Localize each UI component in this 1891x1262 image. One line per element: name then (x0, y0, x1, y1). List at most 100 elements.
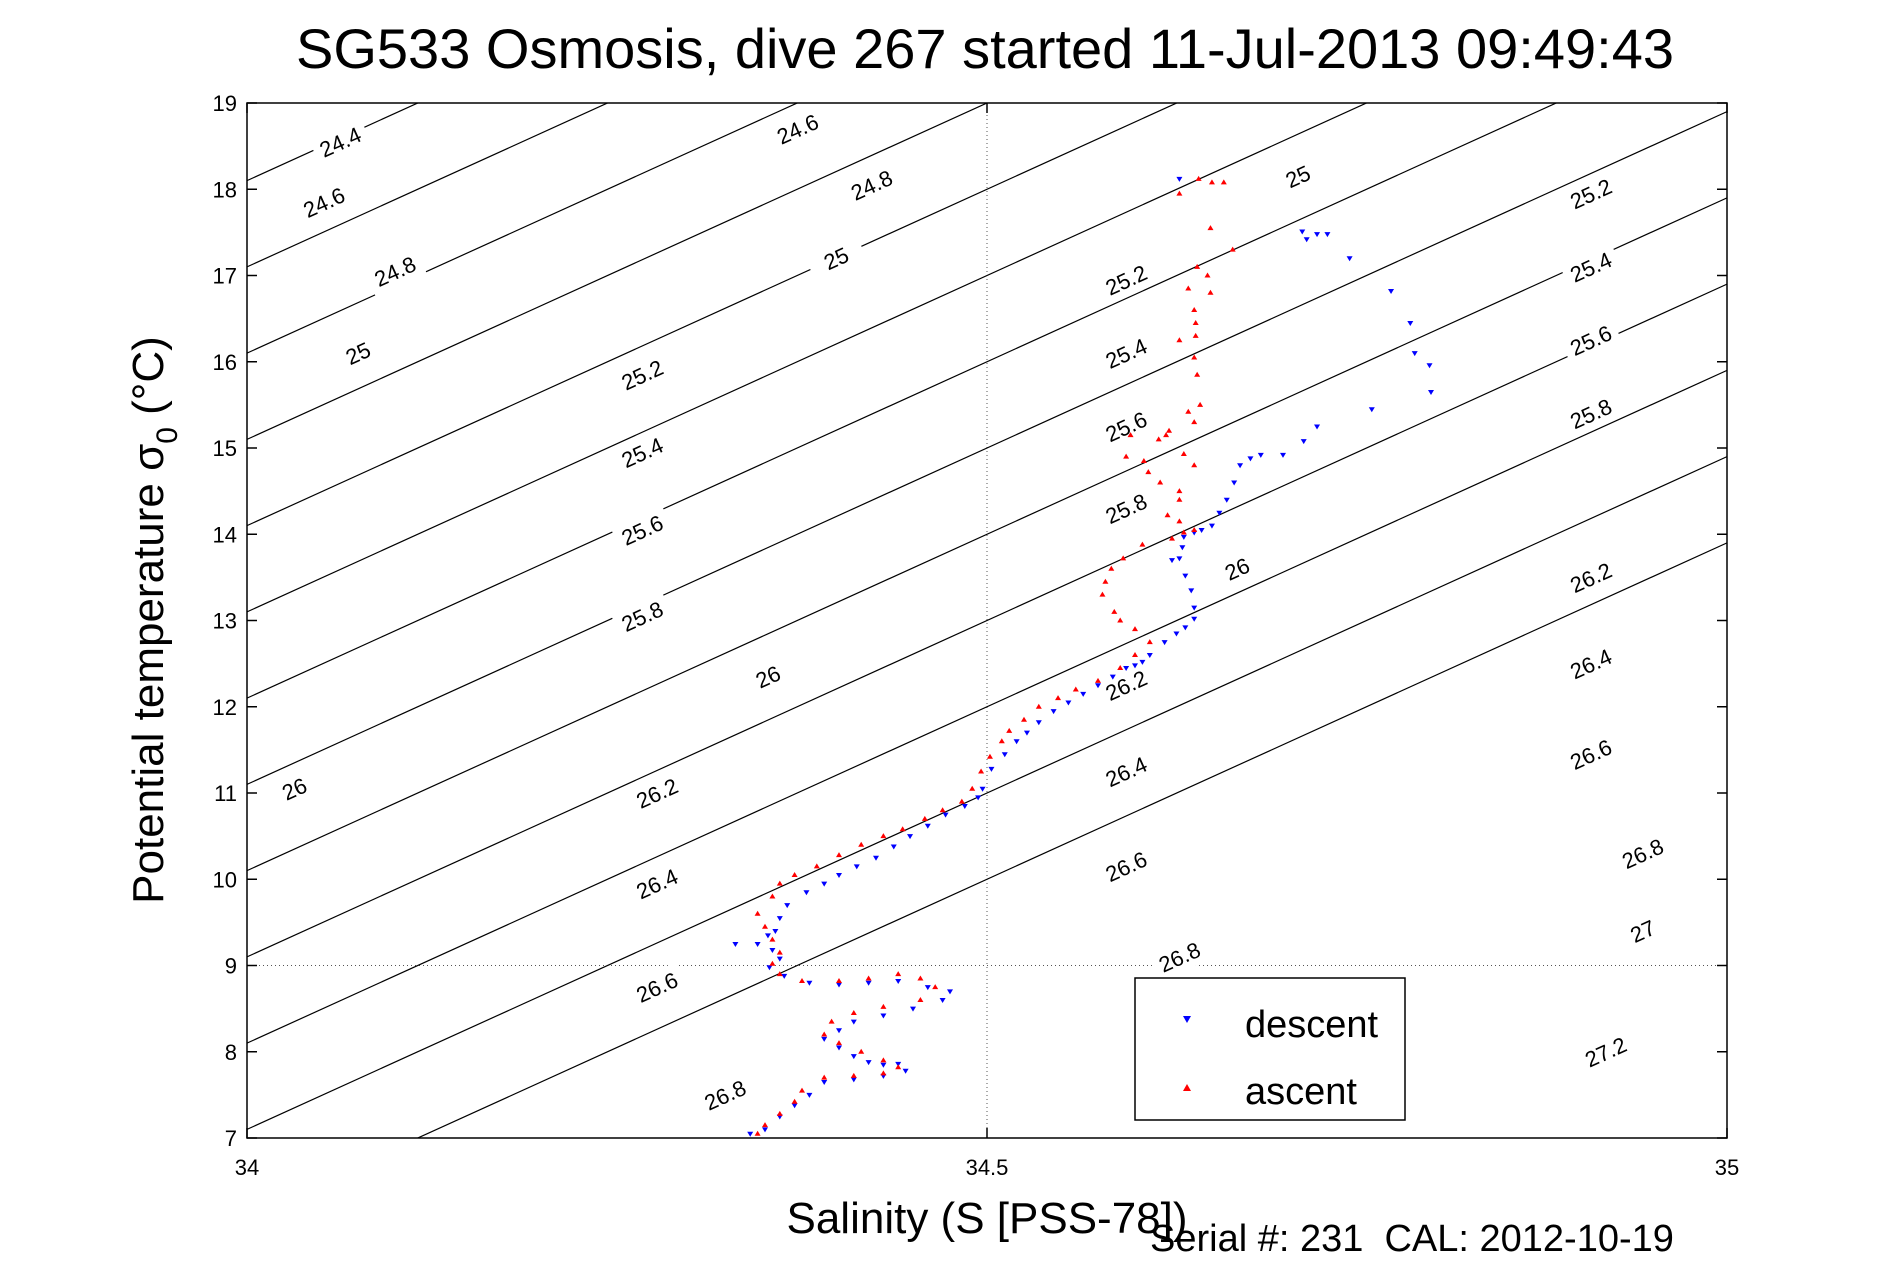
legend-ascent-label: ascent (1245, 1071, 1357, 1113)
ascent-point (1169, 535, 1175, 541)
y-tick-label: 11 (214, 781, 237, 806)
ascent-point (754, 910, 761, 916)
descent-point (1013, 739, 1020, 745)
ascent-point (986, 753, 993, 759)
descent-point (1426, 363, 1433, 369)
ascent-point (1176, 190, 1183, 196)
y-tick-label: 9 (225, 954, 237, 979)
descent-point (1146, 653, 1153, 658)
contour-label-backing (1559, 241, 1623, 293)
descent-point (784, 903, 791, 909)
contour-label-backing (1094, 483, 1158, 534)
contour-label-backing (1094, 401, 1158, 452)
ascent-point (1108, 565, 1115, 571)
y-tick-label: 16 (213, 350, 237, 375)
y-tick-label: 18 (213, 177, 237, 202)
ascent-point (1157, 479, 1164, 485)
y-tick-label: 17 (213, 264, 237, 289)
ascent-point (762, 1122, 768, 1128)
legend: descent ascent (1134, 977, 1406, 1121)
y-tick-label: 10 (213, 867, 237, 892)
descent-point (1237, 463, 1244, 469)
descent-point (1109, 674, 1116, 680)
ascent-point (865, 975, 872, 981)
contour-label-group: 25 (804, 233, 868, 284)
descent-point (776, 916, 783, 922)
ascent-point (1163, 432, 1170, 438)
descent-point (910, 1006, 916, 1012)
density-contour-26 (247, 103, 1558, 699)
ascent-point (776, 949, 783, 955)
ascent-point (1145, 469, 1152, 475)
descent-point (766, 965, 773, 971)
contour-label-backing (610, 590, 674, 642)
density-contour-labels: 24.4 24.624.6 24.824.825252525.225.225.225… (262, 103, 1675, 1121)
ascent-point (1185, 285, 1192, 291)
ascent-point (1072, 686, 1079, 692)
contour-label-backing (1147, 931, 1212, 983)
contour-label-backing (1559, 388, 1623, 439)
descent-point (836, 982, 842, 988)
contour-label-group: 27 (1610, 905, 1675, 957)
descent-point (1231, 480, 1238, 486)
ascent-point (1192, 332, 1199, 338)
ascent-point (1140, 457, 1147, 463)
descent-point (762, 1127, 768, 1133)
legend-ascent-marker (1183, 1084, 1191, 1091)
descent-point (1300, 439, 1307, 445)
descent-point (821, 881, 828, 887)
ascent-point (1139, 541, 1146, 547)
ascent-point (899, 826, 906, 832)
contour-label-backing (610, 349, 674, 400)
contour-label-backing (1559, 168, 1623, 219)
descent-point (979, 786, 986, 792)
descent-point (902, 1068, 909, 1074)
descent-point (1191, 605, 1198, 611)
descent-series (732, 176, 1434, 1137)
contour-label-backing (625, 858, 689, 909)
descent-point (1095, 683, 1101, 689)
ascent-point (836, 852, 842, 858)
descent-point (850, 1054, 857, 1060)
descent-point (975, 795, 982, 801)
ascent-point (939, 807, 946, 813)
contour-label-group: 25 (1266, 151, 1330, 202)
descent-point (880, 1013, 887, 1019)
ascent-point (1146, 639, 1153, 645)
y-axis-label-subscript: 0 (151, 427, 184, 444)
descent-point (754, 941, 761, 947)
descent-point (806, 1092, 813, 1098)
density-contour-25.8 (247, 103, 1368, 613)
ascent-point (776, 1110, 783, 1116)
descent-point (806, 980, 813, 986)
ascent-point (1207, 289, 1214, 295)
ascent-point (1180, 529, 1187, 535)
descent-point (1065, 700, 1072, 706)
density-contour-24.4 (247, 0, 1727, 8)
contour-label-group: 26 (1205, 543, 1269, 594)
ascent-point (821, 1031, 828, 1037)
descent-point (1280, 452, 1286, 458)
y-axis-label-main: Potential temperature σ (124, 444, 173, 904)
ascent-point (754, 1130, 761, 1136)
descent-point (1257, 452, 1264, 458)
density-contour-27 (247, 456, 1727, 1130)
ascent-point (1166, 427, 1173, 433)
descent-point (1346, 256, 1353, 262)
descent-point (890, 844, 897, 850)
x-axis-label: Salinity (S [PSS-78]) (786, 1194, 1187, 1243)
descent-point (1407, 320, 1414, 326)
descent-point (942, 812, 949, 818)
legend-box (1134, 977, 1406, 1121)
chart-title: SG533 Osmosis, dive 267 started 11-Jul-2… (296, 17, 1674, 80)
ascent-point (1176, 518, 1183, 524)
x-axis-ticks: 34 34.5 35 (235, 103, 1739, 1180)
ascent-point (1132, 626, 1138, 632)
descent-point (821, 1036, 828, 1042)
ascent-point (769, 960, 776, 966)
contour-label-backing (1559, 314, 1623, 366)
contour-label-backing (610, 504, 674, 556)
ascent-point (1021, 716, 1027, 722)
ascent-point (1191, 419, 1198, 425)
ascent-point (1191, 307, 1198, 312)
